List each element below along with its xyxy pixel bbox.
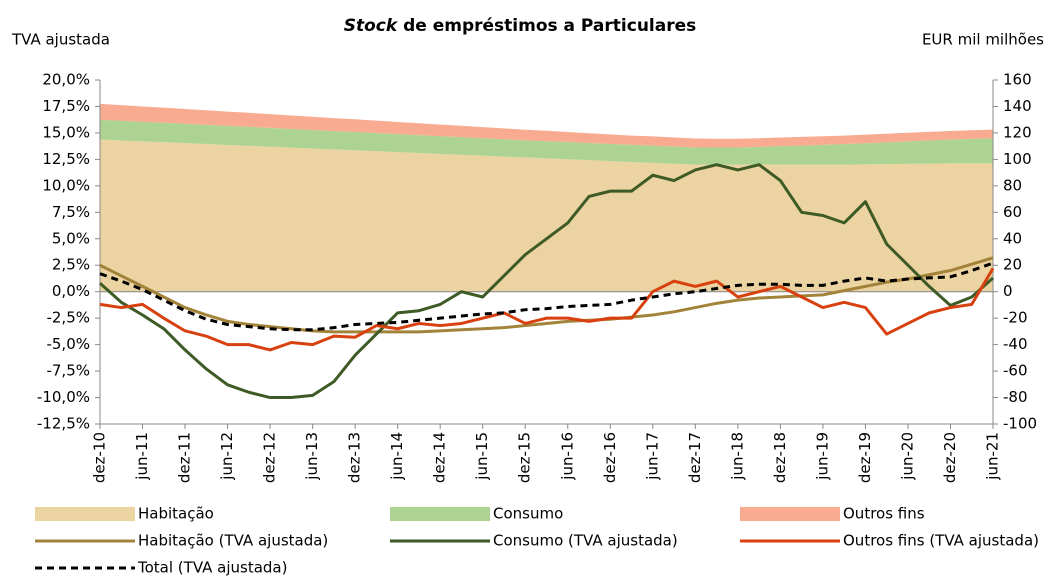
y2-tick-label: -100 <box>1003 415 1037 433</box>
x-tick-label: jun-18 <box>728 432 746 481</box>
x-tick-label: dez-11 <box>176 432 194 483</box>
y2-tick-label: 140 <box>1003 97 1032 115</box>
y-tick-label: 10,0% <box>42 176 90 194</box>
legend-label: Consumo (TVA ajustada) <box>493 532 678 550</box>
y2-tick-label: 0 <box>1003 282 1013 300</box>
y2-tick-label: 100 <box>1003 150 1032 168</box>
y-tick-label: 20,0% <box>42 71 90 89</box>
y-tick-label: 12,5% <box>42 150 90 168</box>
y-tick-label: 15,0% <box>42 123 90 141</box>
y2-axis-label: EUR mil milhões <box>922 31 1044 49</box>
x-tick-label: dez-12 <box>261 432 279 483</box>
x-tick-label: jun-21 <box>984 432 1002 481</box>
y-tick-label: 2,5% <box>52 256 90 274</box>
legend-label: Habitação <box>138 505 214 523</box>
line <box>99 261 994 332</box>
y2-tick-label: 120 <box>1003 123 1032 141</box>
x-tick-label: jun-17 <box>643 432 661 481</box>
x-tick-label: dez-13 <box>346 432 364 483</box>
area <box>100 119 993 165</box>
y2-tick-label: -80 <box>1003 388 1028 406</box>
x-tick-label: dez-17 <box>686 432 704 483</box>
x-tick-label: jun-12 <box>218 432 236 481</box>
y-tick-label: 7,5% <box>52 203 90 221</box>
y2-tick-label: 20 <box>1003 256 1022 274</box>
y-tick-label: 17,5% <box>42 97 90 115</box>
chart-title: Stock de empréstimos a Particulares <box>344 16 697 36</box>
y-axis-label: TVA ajustada <box>11 31 110 49</box>
title-text: de empréstimos a Particulares <box>403 16 696 36</box>
y-tick-label: 5,0% <box>52 229 90 247</box>
legend-label: Habitação (TVA ajustada) <box>138 532 328 550</box>
x-tick-label: dez-14 <box>431 432 449 483</box>
y2-tick-label: -60 <box>1003 362 1028 380</box>
x-tick-label: dez-20 <box>941 432 959 483</box>
title-emphasis: Stock <box>344 16 399 36</box>
y-tick-label: -7,5% <box>46 362 90 380</box>
y2-tick-label: -40 <box>1003 335 1028 353</box>
y-tick-label: -2,5% <box>46 309 90 327</box>
line <box>99 267 995 352</box>
legend-label: Total (TVA ajustada) <box>137 559 287 577</box>
x-tick-label: dez-15 <box>516 432 534 483</box>
x-tick-label: jun-13 <box>303 432 321 481</box>
legend-swatch <box>35 507 135 521</box>
x-tick-label: jun-20 <box>898 432 916 481</box>
y2-tick-label: 60 <box>1003 203 1022 221</box>
x-tick-label: jun-19 <box>813 432 831 481</box>
legend-label: Outros fins <box>843 505 925 523</box>
x-tick-label: jun-11 <box>133 432 151 481</box>
x-tick-label: dez-10 <box>91 432 109 483</box>
x-tick-label: jun-15 <box>473 432 491 481</box>
y2-tick-label: 40 <box>1003 229 1022 247</box>
area <box>100 139 993 292</box>
line <box>98 163 995 400</box>
line <box>99 256 994 334</box>
y-tick-label: -12,5% <box>37 415 90 433</box>
area <box>100 103 993 148</box>
y2-tick-label: -20 <box>1003 309 1028 327</box>
x-tick-label: dez-19 <box>856 432 874 483</box>
x-tick-label: jun-16 <box>558 432 576 481</box>
y2-tick-label: 80 <box>1003 176 1022 194</box>
legend-label: Outros fins (TVA ajustada) <box>843 532 1039 550</box>
x-tick-label: dez-18 <box>771 432 789 483</box>
x-tick-label: jun-14 <box>388 432 406 481</box>
y-tick-label: -5,0% <box>46 335 90 353</box>
y-tick-label: 0,0% <box>52 282 90 300</box>
x-tick-label: dez-16 <box>601 432 619 483</box>
legend-label: Consumo <box>493 505 563 523</box>
y-tick-label: -10,0% <box>37 388 90 406</box>
y2-tick-label: 160 <box>1003 71 1032 89</box>
legend-swatch <box>740 507 840 521</box>
legend-swatch <box>390 507 490 521</box>
